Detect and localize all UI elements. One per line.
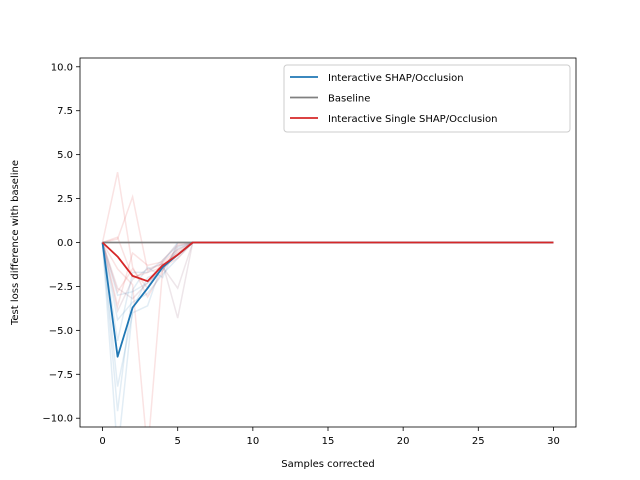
y-tick-label: −10.0: [42, 414, 73, 425]
faint-run-line-8: [101, 241, 194, 309]
y-tick-label: 0.0: [57, 238, 73, 249]
y-tick-label: 2.5: [57, 194, 73, 205]
legend-box: [283, 64, 571, 133]
y-tick-label: 5.0: [57, 150, 73, 161]
faint-run-line-0: [101, 241, 194, 427]
legend: Interactive SHAP/Occlusion Baseline Intera…: [283, 64, 571, 133]
x-axis-label: Samples corrected: [281, 459, 374, 470]
x-tick-label: 5: [175, 436, 181, 447]
faint-run-line-13: [101, 242, 194, 300]
x-tick-label: 0: [99, 436, 105, 447]
faint-run-line-7: [102, 194, 194, 272]
faint-run-line-9: [101, 241, 194, 427]
faint-run-line-10: [102, 236, 194, 279]
series-line-2: [101, 241, 554, 283]
series-lines: [101, 241, 554, 358]
y-tick-label: −7.5: [49, 370, 73, 381]
faint-run-lines: [101, 172, 194, 427]
legend-label-1: Baseline: [328, 94, 370, 105]
y-tick-label: −5.0: [49, 326, 73, 337]
faint-run-line-12: [101, 242, 194, 319]
faint-run-line-2: [101, 241, 193, 342]
y-tick-label: 10.0: [51, 62, 73, 73]
y-tick-label: −2.5: [49, 282, 73, 293]
faint-run-line-5: [101, 241, 194, 322]
x-tick-label: 10: [246, 436, 259, 447]
y-tick-label: 7.5: [57, 106, 73, 117]
x-tick-label: 15: [322, 436, 335, 447]
x-tick-label: 20: [397, 436, 410, 447]
legend-label-0: Interactive SHAP/Occlusion: [328, 73, 464, 84]
x-tick-label: 25: [472, 436, 485, 447]
faint-run-line-3: [101, 241, 193, 297]
x-tick-label: 30: [547, 436, 560, 447]
faint-run-line-6: [101, 172, 193, 299]
x-axis: 0 5 10 15 20 25 30: [99, 427, 560, 447]
y-axis-label: Test loss difference with baseline: [10, 160, 21, 326]
y-axis: −10.0 −7.5 −5.0 −2.5 0.0 2.5 5.0 7.5 10.0: [42, 62, 80, 425]
legend-label-2: Interactive Single SHAP/Occlusion: [328, 114, 498, 125]
